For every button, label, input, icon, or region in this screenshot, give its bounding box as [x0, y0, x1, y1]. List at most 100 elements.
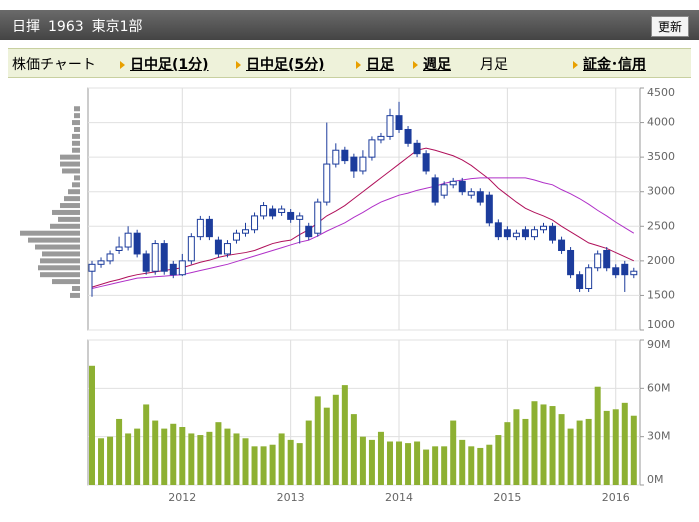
plot-frame	[87, 87, 641, 331]
candle-body	[630, 270, 638, 276]
volume-bar	[495, 435, 502, 485]
profile-bar	[62, 168, 80, 174]
profile-bar	[72, 182, 80, 188]
volume-bar	[522, 418, 529, 485]
volume-bar	[630, 415, 637, 485]
candle-body	[621, 263, 629, 276]
volume-bar	[152, 420, 159, 485]
profile-bar	[72, 120, 80, 126]
volume-bar	[368, 439, 375, 485]
candle-body	[314, 201, 322, 234]
candle-body	[359, 156, 367, 172]
volume-bar	[287, 439, 294, 485]
candle-body	[287, 211, 295, 220]
tab[interactable]: 証金･信用	[573, 54, 646, 74]
volume-bar	[161, 428, 168, 485]
candle-body	[115, 246, 123, 251]
candle-body	[169, 263, 177, 276]
title: 日揮 1963 東京1部	[12, 16, 151, 36]
candle-body	[88, 263, 96, 272]
x-tick-label: 2016	[602, 491, 630, 504]
tab-bar: 株価チャート 日中足(1分) 日中足(5分) 日足 週足 月足 証金･信用	[8, 48, 691, 78]
volume-bar	[594, 386, 601, 485]
candle-body	[585, 267, 593, 290]
y-tick-label: 1500	[647, 288, 675, 301]
y-tick-label: 4500	[647, 86, 675, 99]
refresh-button[interactable]: 更新	[650, 16, 689, 37]
candle-body	[368, 139, 376, 158]
profile-bar	[50, 223, 80, 229]
candle-body	[305, 225, 313, 238]
tab[interactable]: 日中足(1分)	[120, 54, 209, 74]
candle-body	[160, 243, 168, 272]
volume-bar	[107, 436, 114, 485]
profile-bar	[72, 147, 80, 153]
y-tick-label: 0M	[647, 473, 664, 486]
volume-bar	[603, 410, 610, 485]
x-tick-label: 2015	[493, 491, 521, 504]
candle-body	[558, 239, 566, 251]
tab[interactable]: 日中足(5分)	[236, 54, 325, 74]
candle-body	[467, 191, 475, 196]
candle-body	[512, 232, 520, 238]
candle-body	[576, 274, 584, 290]
candle-body	[377, 135, 385, 141]
candle-body	[260, 205, 268, 217]
candle-body	[413, 142, 421, 155]
header: 日揮 1963 東京1部 更新	[0, 10, 699, 40]
profile-bar	[40, 272, 80, 278]
candle-body	[494, 222, 502, 238]
candle-body	[386, 115, 394, 137]
volume-bar	[549, 406, 556, 485]
tab[interactable]: 週足	[413, 54, 451, 74]
volume-bar	[332, 394, 339, 485]
volume-bar	[341, 385, 348, 485]
volume-bar	[540, 404, 547, 485]
volume-bar	[414, 441, 421, 485]
candle-body	[232, 232, 240, 241]
profile-bar	[20, 230, 80, 236]
candle-body	[133, 232, 141, 255]
volume-bar	[513, 409, 520, 485]
volume-bar	[531, 401, 538, 485]
volume-bar	[585, 418, 592, 485]
candle-body	[458, 180, 466, 193]
volume-bar	[296, 443, 303, 485]
volume-bar	[468, 446, 475, 485]
y-tick-label: 1000	[647, 318, 675, 331]
candle-body	[540, 225, 547, 231]
volume-bar	[423, 449, 430, 485]
volume-bar	[441, 446, 448, 485]
volume-bar	[278, 433, 285, 485]
candle-body	[350, 156, 358, 172]
volume-bar	[377, 431, 384, 485]
profile-bar	[42, 251, 80, 257]
volume-bar	[504, 422, 511, 485]
volume-bar	[215, 422, 222, 485]
profile-bar	[72, 140, 80, 146]
tab[interactable]: 日足	[356, 54, 394, 74]
candle-body	[395, 115, 403, 130]
profile-bar	[40, 258, 80, 264]
volume-bar	[206, 431, 213, 485]
candle-body	[296, 215, 304, 220]
candle-body	[332, 149, 340, 165]
y-tick-label: 2500	[647, 219, 675, 232]
y-tick-label: 90M	[647, 338, 671, 351]
tab: 月足	[480, 57, 508, 73]
volume-bar	[486, 444, 493, 485]
x-tick-label: 2014	[385, 491, 413, 504]
volume-bar	[224, 428, 231, 485]
candle-body	[503, 229, 511, 238]
candle-body	[97, 260, 105, 265]
profile-bar	[52, 279, 80, 285]
profile-bar	[74, 175, 80, 181]
candle-body	[242, 229, 250, 234]
candle-body	[530, 229, 538, 238]
candle-body	[205, 218, 213, 238]
profile-bar	[60, 203, 80, 209]
volume-bar	[233, 433, 240, 485]
code: 1963	[48, 19, 84, 35]
